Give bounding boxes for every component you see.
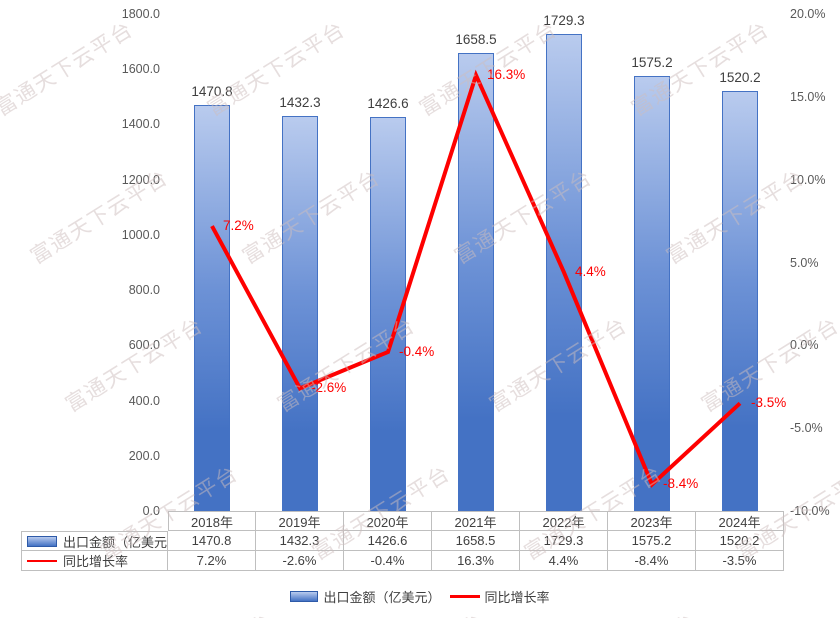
- table-cell-growth: 4.4%: [520, 551, 608, 571]
- table-cell-export: 1729.3: [520, 531, 608, 551]
- table-cell-growth: -8.4%: [608, 551, 696, 571]
- table-year-header: 2020年: [344, 511, 432, 531]
- table-cell-growth: 16.3%: [432, 551, 520, 571]
- table-cell-export: 1658.5: [432, 531, 520, 551]
- line-legend-swatch-icon: [449, 594, 480, 598]
- legend-item-export: 出口金额（亿美元）: [290, 587, 441, 606]
- table-row-label-growth: 同比增长率: [21, 551, 168, 571]
- table-row-label-export: 出口金额（亿美元）: [21, 531, 168, 551]
- table-year-header: 2021年: [432, 511, 520, 531]
- table-corner-cell: [21, 511, 168, 531]
- data-table: 2018年 2019年 2020年 2021年 2022年 2023年 2024…: [21, 511, 784, 571]
- table-year-header: 2024年: [696, 511, 784, 531]
- table-cell-export: 1426.6: [344, 531, 432, 551]
- table-year-header: 2023年: [608, 511, 696, 531]
- table-cell-export: 1432.3: [256, 531, 344, 551]
- table-cell-growth: -3.5%: [696, 551, 784, 571]
- table-cell-growth: -0.4%: [344, 551, 432, 571]
- series-name-export: 出口金额（亿美元）: [63, 534, 168, 550]
- table-cell-growth: 7.2%: [168, 551, 256, 571]
- legend-item-growth: 同比增长率: [449, 587, 550, 606]
- table-year-header: 2018年: [168, 511, 256, 531]
- table-cell-export: 1575.2: [608, 531, 696, 551]
- legend: 出口金额（亿美元） 同比增长率: [0, 586, 840, 606]
- table-cell-growth: -2.6%: [256, 551, 344, 571]
- bar-legend-swatch-icon: [290, 590, 319, 602]
- legend-label-export: 出口金额（亿美元）: [323, 589, 441, 605]
- series-name-growth: 同比增长率: [63, 554, 129, 569]
- table-cell-export: 1470.8: [168, 531, 256, 551]
- legend-label-growth: 同比增长率: [484, 589, 550, 605]
- table-year-header: 2022年: [520, 511, 608, 531]
- bar-series-swatch-icon: [27, 535, 57, 547]
- growth-line: [210, 69, 742, 488]
- table-year-header: 2019年: [256, 511, 344, 531]
- line-series-swatch-icon: [27, 559, 57, 562]
- table-cell-export: 1520.2: [696, 531, 784, 551]
